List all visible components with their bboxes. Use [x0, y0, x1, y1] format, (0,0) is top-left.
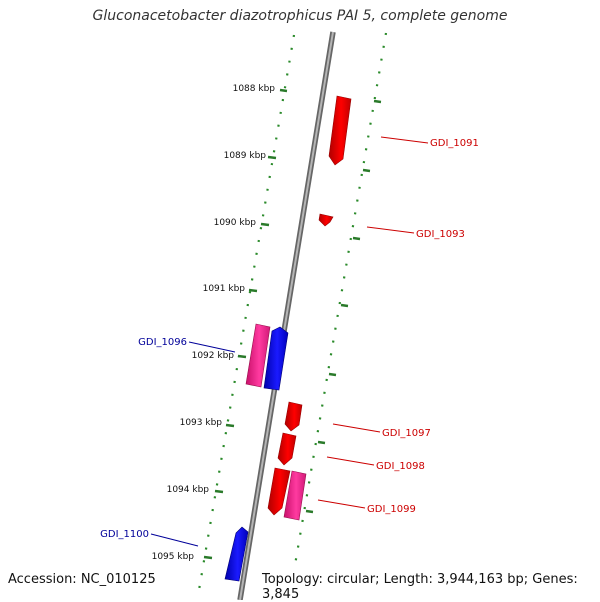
tick-label: 1093 kbp: [180, 418, 223, 428]
gene-feature-gdi-1096[interactable]: [245, 323, 271, 388]
topology-text: Topology: circular; Length: 3,944,163 bp…: [262, 572, 578, 602]
gene-label-gdi-1100[interactable]: GDI_1100: [100, 529, 149, 540]
tick-label: 1094 kbp: [167, 485, 210, 495]
genome-title: Gluconacetobacter diazotrophicus PAI 5, …: [92, 8, 508, 24]
gene-feature-gdi-1099-red[interactable]: [267, 467, 291, 516]
tick-label: 1088 kbp: [233, 84, 276, 94]
tick-label: 1089 kbp: [224, 151, 267, 161]
gene-feature-gdi-1096-partner[interactable]: [263, 326, 289, 391]
gene-label-gdi-1091[interactable]: GDI_1091: [430, 138, 479, 149]
gene-label-gdi-1098[interactable]: GDI_1098: [376, 461, 425, 472]
genome-axis: [237, 31, 336, 600]
gene-feature-gdi-1097[interactable]: [284, 401, 303, 432]
tick-label: 1090 kbp: [214, 218, 257, 228]
gene-feature-gdi-1091[interactable]: [328, 95, 352, 166]
tick-label: 1095 kbp: [152, 552, 195, 562]
tick-label: 1091 kbp: [203, 284, 246, 294]
gene-label-gdi-1096[interactable]: GDI_1096: [138, 337, 187, 348]
gene-label-gdi-1097[interactable]: GDI_1097: [382, 428, 431, 439]
gene-label-gdi-1093[interactable]: GDI_1093: [416, 229, 465, 240]
leader-lines: [150, 136, 429, 547]
gene-feature-gdi-1099[interactable]: [283, 470, 307, 521]
accession-text: Accession: NC_010125: [8, 572, 156, 587]
tick-labels: 1088 kbp 1089 kbp 1090 kbp 1091 kbp 1092…: [152, 84, 276, 562]
major-ticks: [203, 88, 288, 560]
gene-label-gdi-1099[interactable]: GDI_1099: [367, 504, 416, 515]
gene-feature-gdi-1098[interactable]: [277, 432, 297, 466]
tick-ruler-line: [197, 34, 296, 591]
tick-label: 1092 kbp: [192, 351, 235, 361]
gene-feature-gdi-1093[interactable]: [318, 213, 334, 227]
gene-labels: GDI_1091 GDI_1093 GDI_1096 GDI_1097 GDI_…: [100, 138, 479, 540]
forward-major-ticks: [305, 99, 382, 514]
gene-feature-gdi-1100[interactable]: [224, 526, 249, 582]
